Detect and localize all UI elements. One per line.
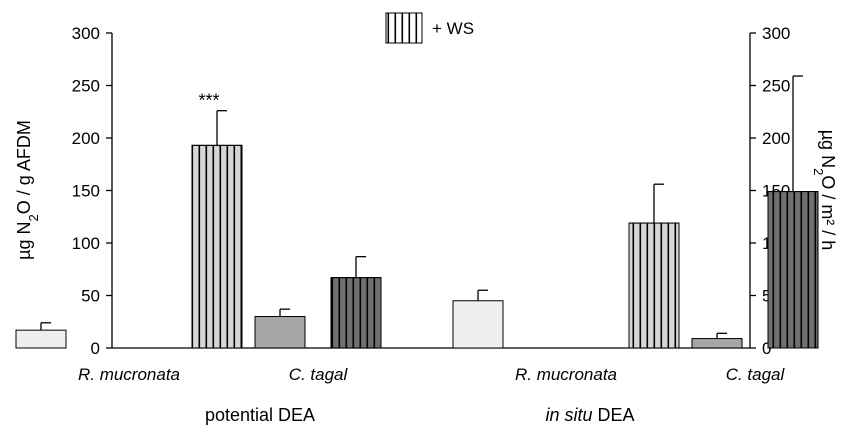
right-tick-label: 300 bbox=[762, 24, 790, 43]
bar bbox=[691, 338, 743, 349]
left-tick-label: 200 bbox=[72, 129, 100, 148]
bar-hatch bbox=[767, 191, 819, 349]
group-title-part: in situ bbox=[545, 405, 592, 425]
legend-swatch-hatch bbox=[385, 12, 423, 44]
bar-hatch bbox=[628, 222, 680, 349]
left-tick-label: 100 bbox=[72, 234, 100, 253]
left-tick-label: 150 bbox=[72, 182, 100, 201]
left-tick-label: 300 bbox=[72, 24, 100, 43]
right-axis-title-part: µg N bbox=[818, 130, 838, 168]
right-tick-label: 200 bbox=[762, 129, 790, 148]
left-tick-label: 50 bbox=[81, 287, 100, 306]
category-label: C. tagal bbox=[726, 365, 786, 384]
category-label: C. tagal bbox=[289, 365, 349, 384]
category-label: R. mucronata bbox=[515, 365, 617, 384]
legend-label: + WS bbox=[432, 19, 474, 38]
left-tick-label: 0 bbox=[91, 339, 100, 358]
group-title-part: potential DEA bbox=[205, 405, 315, 425]
bar bbox=[15, 329, 67, 349]
right-axis-title-part: O / m² / h bbox=[818, 175, 838, 250]
group-title: potential DEA bbox=[205, 405, 315, 425]
left-axis-title-part: 2 bbox=[26, 214, 41, 221]
significance-label: *** bbox=[198, 91, 219, 111]
left-axis-title-part: O / g AFDM bbox=[14, 120, 34, 214]
category-labels: R. mucronata C. tagal potential DEA R. mucr… bbox=[78, 365, 786, 425]
legend: + WS bbox=[385, 12, 474, 44]
right-tick-label: 250 bbox=[762, 77, 790, 96]
left-axis-title-part: µg N bbox=[14, 221, 34, 259]
left-tick-label: 250 bbox=[72, 77, 100, 96]
right-tick-label: 0 bbox=[762, 339, 771, 358]
bar-hatch bbox=[330, 277, 382, 349]
bar-hatch bbox=[191, 144, 243, 349]
bar bbox=[254, 316, 306, 349]
bar-group: *** bbox=[15, 75, 819, 349]
right-axis-title: µg N2O / m² / h bbox=[812, 130, 839, 251]
bar bbox=[452, 300, 504, 349]
left-axis-title: µg N2O / g AFDM bbox=[14, 120, 41, 260]
group-title-part: DEA bbox=[593, 405, 635, 425]
right-axis-title-part: 2 bbox=[812, 168, 827, 175]
group-title: in situ DEA bbox=[545, 405, 634, 425]
category-label: R. mucronata bbox=[78, 365, 180, 384]
